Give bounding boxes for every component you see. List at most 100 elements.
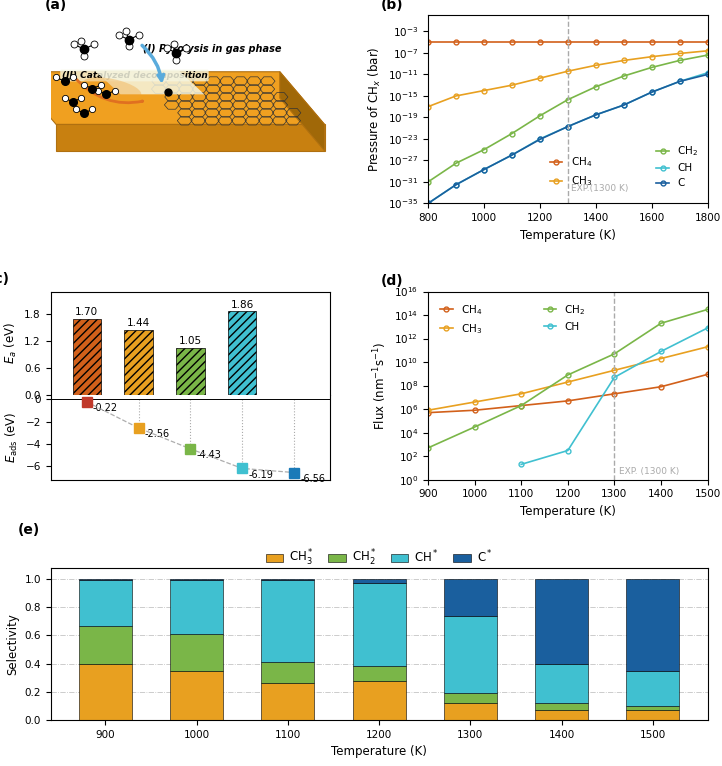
Bar (535, 663, 588, 703)
CH (479, 165, 488, 174)
CH (424, 199, 432, 208)
CH$_2$ (479, 145, 488, 154)
C (675, 77, 684, 86)
C (591, 110, 600, 119)
Y-axis label: Pressure of CH$_x$ (bar): Pressure of CH$_x$ (bar) (367, 47, 383, 172)
Polygon shape (56, 124, 324, 151)
Bar (228, 311, 256, 395)
Bar (627, 706, 679, 710)
Line: CH$_2$: CH$_2$ (425, 307, 710, 450)
CH$_3$ (451, 91, 460, 100)
Bar (535, 579, 588, 663)
CH$_2$ (470, 422, 479, 431)
Bar (79, 581, 131, 626)
CH$_4$ (591, 38, 600, 47)
Bar (352, 579, 406, 583)
Text: (e): (e) (18, 523, 40, 537)
Bar (627, 671, 679, 706)
Line: C: C (425, 72, 710, 206)
CH$_4$ (424, 408, 432, 417)
CH$_3$ (563, 378, 572, 387)
CH$_4$ (470, 406, 479, 415)
CH$_2$ (648, 63, 656, 72)
CH$_4$ (424, 38, 432, 47)
Bar (79, 626, 131, 663)
Y-axis label: $E_{\rm ads}$ (eV): $E_{\rm ads}$ (eV) (4, 411, 20, 463)
Line: CH$_4$: CH$_4$ (425, 40, 710, 44)
Bar (627, 710, 679, 720)
CH$_3$ (619, 56, 628, 65)
Bar (261, 683, 314, 720)
Line: CH$_2$: CH$_2$ (425, 53, 710, 185)
CH$_2$ (619, 71, 628, 80)
CH$_2$ (563, 371, 572, 380)
Bar (444, 703, 497, 720)
CH$_2$ (508, 129, 516, 138)
CH$_4$ (517, 401, 526, 410)
Text: 1.86: 1.86 (230, 300, 253, 309)
Text: 1.70: 1.70 (75, 306, 98, 316)
Bar (170, 579, 223, 581)
X-axis label: Temperature (K): Temperature (K) (520, 505, 616, 518)
CH (619, 100, 628, 110)
CH$_4$ (703, 370, 712, 379)
CH$_4$ (610, 389, 619, 398)
CH$_3$ (508, 80, 516, 90)
CH$_2$ (424, 444, 432, 453)
CH$_2$ (703, 305, 712, 314)
CH (508, 150, 516, 159)
Text: -6.19: -6.19 (248, 470, 273, 480)
Bar (444, 579, 497, 616)
C (619, 100, 628, 110)
CH$_3$ (648, 52, 656, 61)
CH$_3$ (675, 49, 684, 58)
X-axis label: Temperature (K): Temperature (K) (331, 745, 427, 758)
Text: -4.43: -4.43 (196, 450, 222, 460)
C (508, 150, 516, 159)
CH$_4$ (563, 396, 572, 405)
CH$_3$ (479, 86, 488, 95)
Text: (b): (b) (380, 0, 403, 11)
Bar (79, 663, 131, 720)
CH$_4$ (648, 38, 656, 47)
Text: (a): (a) (45, 0, 67, 11)
CH$_2$ (536, 111, 544, 120)
CH$_4$ (656, 382, 665, 391)
CH$_2$ (563, 95, 572, 104)
Bar (535, 710, 588, 720)
C (703, 70, 712, 79)
Bar (72, 319, 101, 395)
Bar (627, 579, 679, 671)
Bar (170, 671, 223, 720)
Bar (352, 583, 406, 666)
CH$_2$ (451, 159, 460, 168)
C (536, 135, 544, 144)
X-axis label: Temperature (K): Temperature (K) (520, 229, 616, 242)
CH$_3$ (610, 365, 619, 375)
Text: -2.56: -2.56 (145, 429, 170, 439)
CH$_3$ (703, 46, 712, 55)
Bar (261, 579, 314, 581)
Text: (d): (d) (380, 273, 403, 288)
CH$_3$ (536, 74, 544, 83)
Bar (79, 579, 131, 581)
CH$_2$ (675, 56, 684, 65)
CH$_4$ (536, 38, 544, 47)
CH$_4$ (479, 38, 488, 47)
FancyArrowPatch shape (75, 77, 143, 103)
CH (703, 68, 712, 77)
Bar (261, 581, 314, 663)
Text: EXP. (1300 K): EXP. (1300 K) (619, 467, 679, 476)
CH$_3$ (656, 354, 665, 363)
Y-axis label: Flux (nm$^{-1}$s$^{-1}$): Flux (nm$^{-1}$s$^{-1}$) (371, 342, 388, 430)
C (451, 180, 460, 189)
C (424, 199, 432, 208)
CH$_3$ (424, 406, 432, 415)
Bar (535, 703, 588, 710)
Line: CH: CH (425, 70, 710, 206)
Bar (352, 680, 406, 720)
CH (610, 373, 619, 382)
Line: CH: CH (518, 326, 710, 466)
Polygon shape (12, 72, 324, 124)
CH$_2$ (591, 82, 600, 91)
